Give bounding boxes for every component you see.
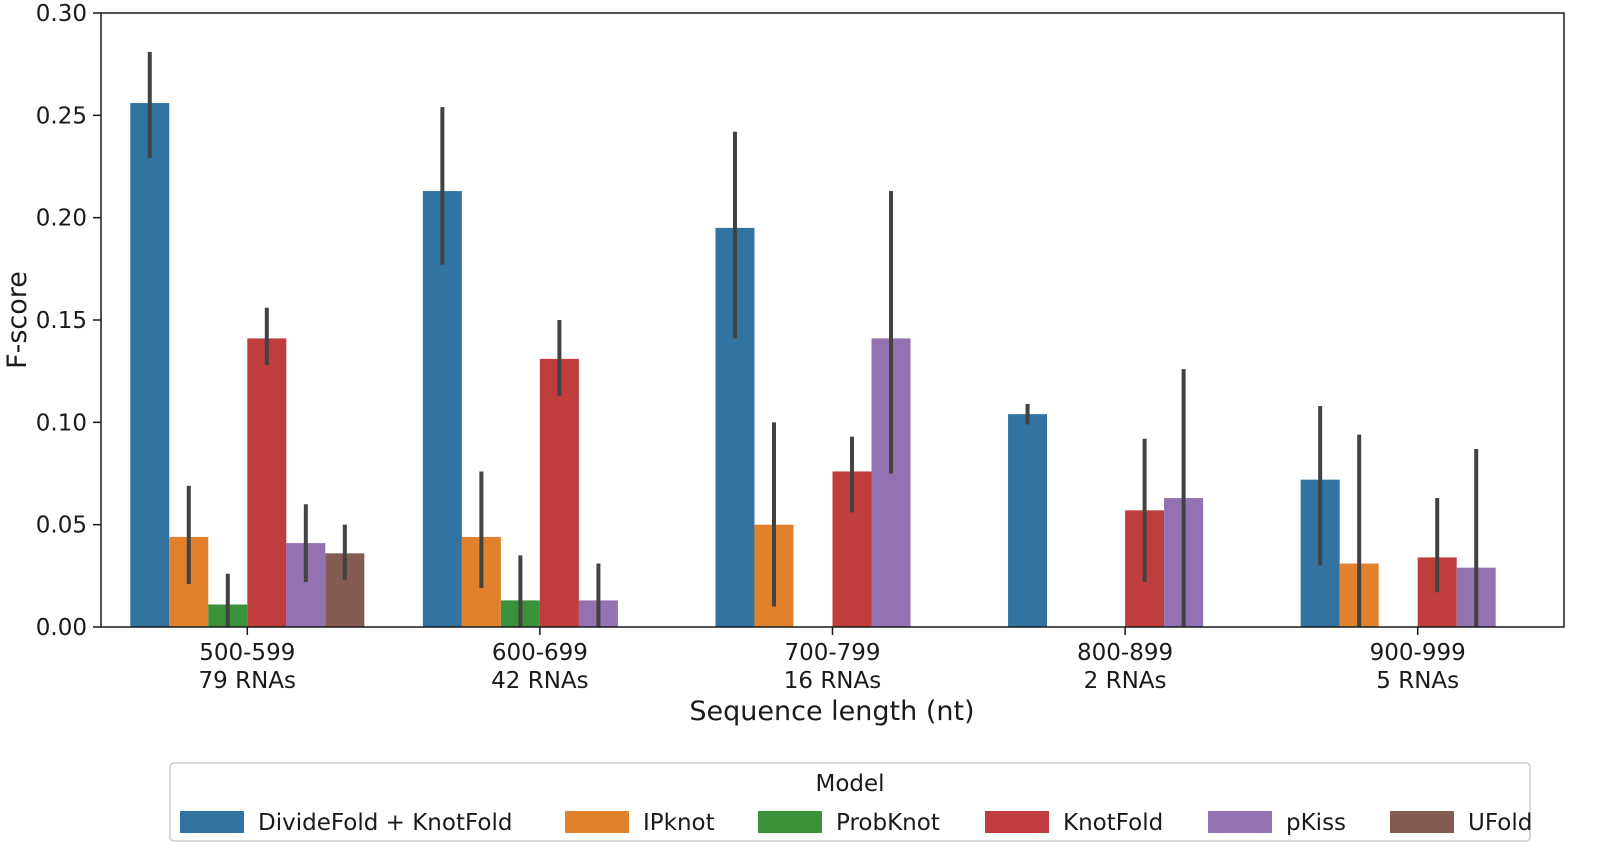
legend-entry: UFold bbox=[1390, 810, 1532, 836]
bar-dividefold-knotfold-1 bbox=[130, 103, 170, 628]
bars-layer bbox=[130, 103, 1496, 628]
legend-label: UFold bbox=[1468, 810, 1532, 836]
x-tick-label-range: 600-699 bbox=[492, 640, 588, 666]
legend-items: DivideFold + KnotFold IPknot ProbKnot KnotF… bbox=[180, 810, 1532, 836]
y-tick-label: 0.00 bbox=[36, 615, 87, 641]
legend-entry: pKiss bbox=[1208, 810, 1346, 836]
y-axis: 0.00 0.05 0.10 0.15 0.20 0.25 0.30 bbox=[36, 1, 101, 641]
x-tick-label-count: 2 RNAs bbox=[1084, 668, 1167, 694]
y-tick-label: 0.15 bbox=[36, 308, 87, 334]
x-tick-label-count: 16 RNAs bbox=[784, 668, 881, 694]
x-tick-label-range: 900-999 bbox=[1370, 640, 1466, 666]
legend-swatch bbox=[180, 811, 244, 833]
legend-swatch bbox=[758, 811, 822, 833]
legend: Model DivideFold + KnotFold IPknot ProbKno… bbox=[169, 762, 1532, 842]
legend-label: KnotFold bbox=[1063, 810, 1163, 836]
x-tick-label-count: 5 RNAs bbox=[1376, 668, 1459, 694]
legend-swatch bbox=[985, 811, 1049, 833]
legend-frame bbox=[169, 762, 1531, 842]
x-axis-title: Sequence length (nt) bbox=[689, 696, 974, 727]
legend-entry: ProbKnot bbox=[758, 810, 940, 836]
y-axis-title: F-score bbox=[2, 271, 33, 369]
y-tick-label: 0.20 bbox=[36, 206, 87, 232]
x-tick-label-range: 700-799 bbox=[784, 640, 880, 666]
legend-entry: KnotFold bbox=[985, 810, 1163, 836]
bar-knotfold-1 bbox=[247, 338, 287, 627]
x-tick-label-count: 42 RNAs bbox=[491, 668, 588, 694]
legend-title: Model bbox=[815, 771, 884, 797]
x-tick-label-range: 800-899 bbox=[1077, 640, 1173, 666]
x-tick-label-range: 500-599 bbox=[199, 640, 295, 666]
x-tick-label-count: 79 RNAs bbox=[199, 668, 296, 694]
bar-dividefold-knotfold-4 bbox=[1008, 414, 1048, 627]
y-tick-label: 0.25 bbox=[36, 103, 87, 129]
y-tick-label: 0.05 bbox=[36, 513, 87, 539]
legend-entry: IPknot bbox=[565, 810, 715, 836]
legend-swatch bbox=[1390, 811, 1454, 833]
legend-label: ProbKnot bbox=[836, 810, 940, 836]
legend-label: IPknot bbox=[643, 810, 715, 836]
bar-knotfold-2 bbox=[539, 358, 579, 627]
y-tick-label: 0.30 bbox=[36, 1, 87, 27]
legend-swatch bbox=[565, 811, 629, 833]
y-tick-label: 0.10 bbox=[36, 410, 87, 436]
legend-label: pKiss bbox=[1286, 810, 1346, 836]
legend-swatch bbox=[1208, 811, 1272, 833]
legend-label: DivideFold + KnotFold bbox=[258, 810, 512, 836]
legend-entry: DivideFold + KnotFold bbox=[180, 810, 512, 836]
error-bars-layer bbox=[147, 51, 1479, 627]
